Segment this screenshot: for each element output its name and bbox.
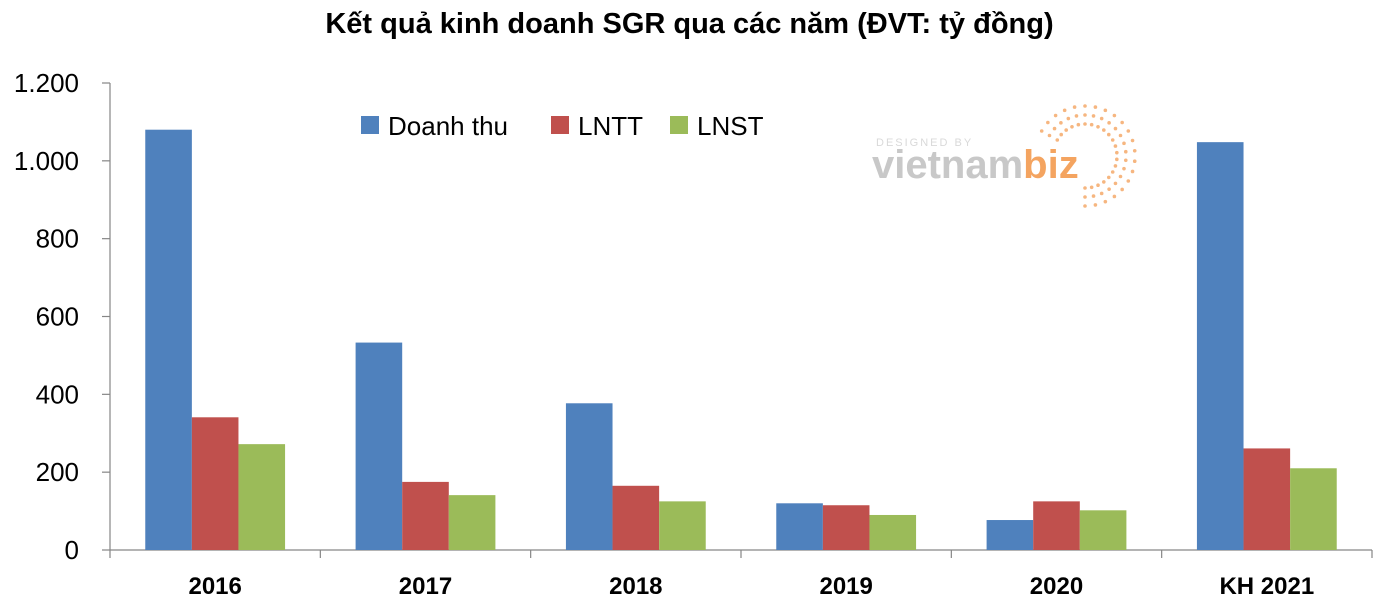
bar-lntt-kh-2021 bbox=[1243, 448, 1291, 550]
bar-lnst-2020 bbox=[1079, 510, 1127, 550]
bar-lnst-2016 bbox=[238, 444, 286, 550]
x-category-label: 2017 bbox=[399, 573, 452, 600]
y-tick-label: 0 bbox=[65, 535, 79, 565]
y-tick-label: 1.200 bbox=[14, 68, 79, 98]
y-tick-label: 1.000 bbox=[14, 146, 79, 176]
x-category-label: 2019 bbox=[819, 573, 872, 600]
legend-swatch-lntt bbox=[551, 116, 569, 134]
x-category-label: KH 2021 bbox=[1219, 573, 1314, 600]
y-tick-label: 200 bbox=[36, 457, 79, 487]
watermark-designed-by: DESIGNED BY bbox=[876, 137, 973, 149]
watermark-brand-part1: vietnam bbox=[872, 143, 1023, 187]
y-tick-label: 400 bbox=[36, 379, 79, 409]
legend-swatch-doanh-thu bbox=[361, 116, 379, 134]
y-tick-label: 600 bbox=[36, 302, 79, 332]
watermark-sunburst-icon bbox=[1039, 104, 1137, 208]
legend: Doanh thu LNTT LNST bbox=[361, 111, 764, 141]
bar-lnst-2019 bbox=[869, 514, 917, 550]
bar-lnst-kh-2021 bbox=[1290, 468, 1337, 550]
bar-lntt-2019 bbox=[822, 505, 870, 550]
axes bbox=[102, 82, 1373, 558]
bar-lntt-2017 bbox=[402, 481, 449, 550]
bar-lntt-2018 bbox=[612, 485, 660, 550]
bar-doanh-thu-2018 bbox=[565, 403, 613, 550]
legend-swatch-lnst bbox=[670, 116, 688, 134]
x-category-label: 2016 bbox=[188, 573, 241, 600]
legend-label-doanh-thu: Doanh thu bbox=[388, 111, 508, 141]
y-tick-label: 800 bbox=[36, 224, 79, 254]
bars bbox=[145, 129, 1337, 551]
bar-doanh-thu-kh-2021 bbox=[1196, 142, 1244, 551]
chart-title: Kết quả kinh doanh SGR qua các năm (ĐVT:… bbox=[325, 8, 1054, 40]
bar-doanh-thu-2019 bbox=[776, 503, 823, 550]
bar-doanh-thu-2016 bbox=[145, 129, 192, 550]
x-axis-labels: 2016 2017 2018 2019 2020 KH 2021 bbox=[188, 573, 1314, 600]
watermark-brand-part2: biz bbox=[1023, 143, 1079, 187]
legend-label-lnst: LNST bbox=[697, 111, 764, 141]
y-axis-labels: 0 200 400 600 800 1.000 1.200 bbox=[14, 68, 79, 565]
x-category-label: 2018 bbox=[609, 573, 662, 600]
bar-lntt-2016 bbox=[191, 417, 239, 550]
x-category-label: 2020 bbox=[1030, 573, 1083, 600]
bar-doanh-thu-2017 bbox=[355, 342, 403, 550]
bar-lnst-2018 bbox=[659, 501, 706, 550]
bar-lntt-2020 bbox=[1033, 501, 1080, 550]
svg-text:vietnambiz: vietnambiz bbox=[872, 143, 1079, 187]
legend-label-lntt: LNTT bbox=[578, 111, 643, 141]
bar-lnst-2017 bbox=[448, 495, 496, 550]
vietnambiz-watermark: DESIGNED BY vietnambiz bbox=[872, 104, 1137, 208]
bar-doanh-thu-2020 bbox=[986, 520, 1034, 550]
